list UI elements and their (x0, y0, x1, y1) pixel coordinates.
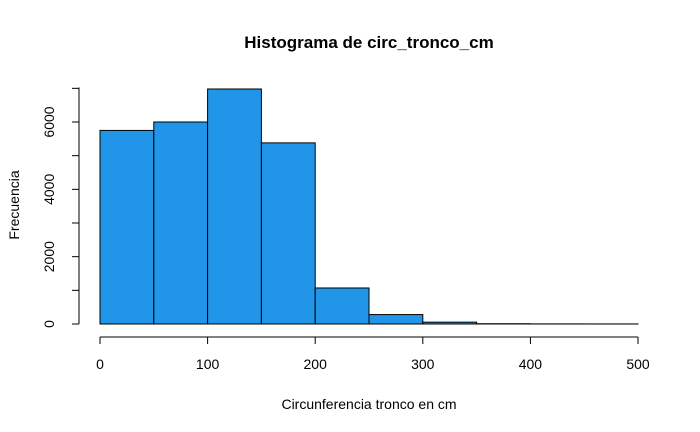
x-axis: 0 100 200 300 400 500 (96, 336, 650, 372)
y-tick-label: 2000 (41, 241, 57, 272)
y-axis-label: Frecuencia (6, 170, 22, 239)
histogram-bar (260, 142, 316, 325)
histogram-bar (99, 129, 155, 325)
histogram-bar (314, 287, 370, 325)
x-tick-label: 100 (196, 356, 220, 372)
histogram-bar (153, 121, 209, 325)
y-tick-label: 0 (41, 320, 57, 328)
y-axis: 0 2000 4000 6000 (41, 87, 80, 328)
x-axis-label: Circunferencia tronco en cm (281, 396, 456, 412)
y-tick-label: 6000 (41, 106, 57, 137)
x-tick-label: 400 (519, 356, 543, 372)
histogram-bar (207, 88, 262, 325)
y-tick-label: 4000 (41, 174, 57, 205)
x-tick-label: 500 (626, 356, 650, 372)
chart-title: Histograma de circ_tronco_cm (244, 33, 493, 52)
x-tick-label: 300 (411, 356, 435, 372)
bars-group (99, 88, 639, 325)
x-tick-label: 0 (96, 356, 104, 372)
histogram-bar (368, 314, 424, 325)
histogram-bar (422, 321, 478, 325)
x-tick-label: 200 (304, 356, 328, 372)
